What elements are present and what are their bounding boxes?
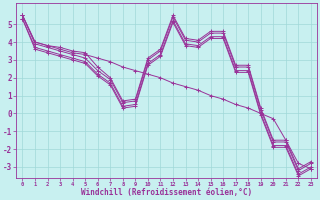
X-axis label: Windchill (Refroidissement éolien,°C): Windchill (Refroidissement éolien,°C)	[81, 188, 252, 197]
